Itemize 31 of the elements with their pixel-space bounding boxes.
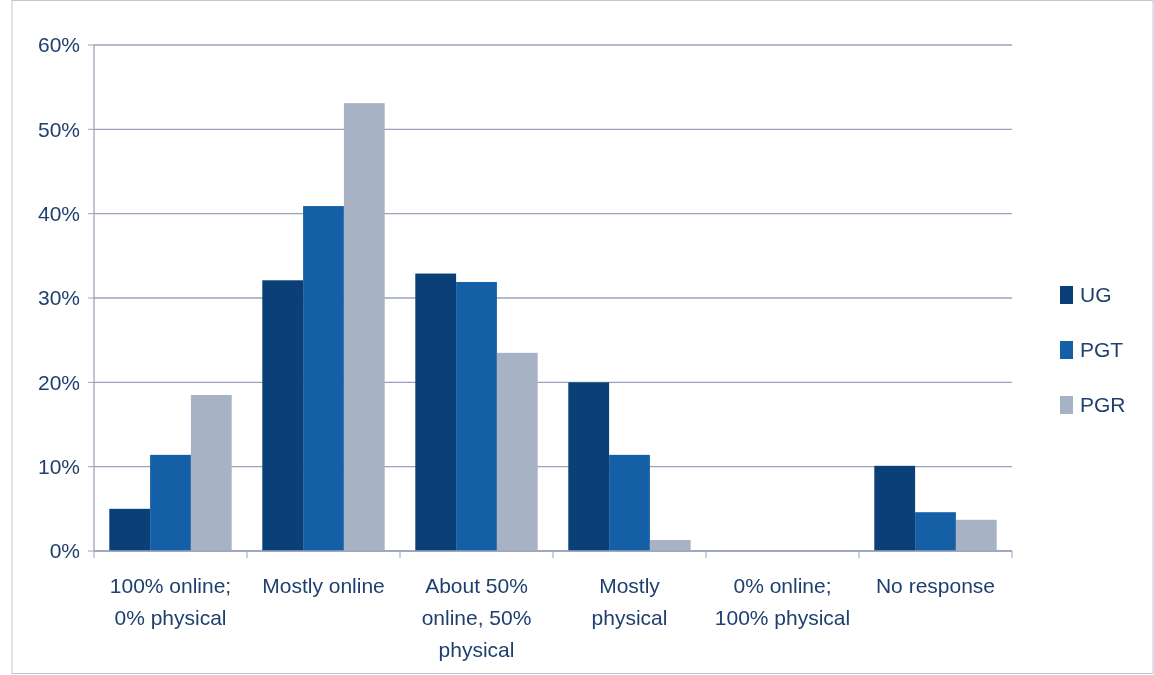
- legend-label: PGR: [1080, 393, 1126, 417]
- bar: [456, 281, 497, 551]
- legend-label: UG: [1080, 283, 1112, 307]
- y-tick-label: 0%: [49, 539, 80, 563]
- bar: [496, 352, 538, 551]
- bar: [303, 206, 344, 551]
- bar: [415, 273, 457, 551]
- legend-label: PGT: [1080, 338, 1124, 362]
- y-tick-label: 50%: [37, 117, 80, 141]
- x-tick-label: Mostly online: [262, 574, 385, 597]
- x-tick-label: 100% online; 0% physical: [109, 574, 232, 629]
- y-tick-label: 60%: [37, 33, 80, 57]
- bar: [150, 454, 191, 551]
- bar: [649, 540, 691, 551]
- x-tick-label: Mostly physical: [591, 574, 668, 629]
- x-tick-label: 0% online; 100% physical: [714, 574, 851, 629]
- y-tick-label: 20%: [37, 370, 80, 394]
- bar: [568, 382, 610, 551]
- bar: [609, 454, 650, 551]
- bar: [874, 465, 916, 551]
- bar: [955, 519, 997, 551]
- y-tick-label: 40%: [37, 202, 80, 226]
- y-tick-label: 10%: [37, 455, 80, 479]
- bar: [190, 394, 232, 551]
- bar: [915, 512, 956, 551]
- bar: [109, 508, 151, 551]
- bar: [262, 280, 304, 551]
- bar: [343, 103, 385, 551]
- y-tick-label: 30%: [37, 286, 80, 310]
- x-tick-label: About 50% online, 50% physical: [421, 574, 532, 661]
- x-tick-label: No response: [875, 574, 996, 597]
